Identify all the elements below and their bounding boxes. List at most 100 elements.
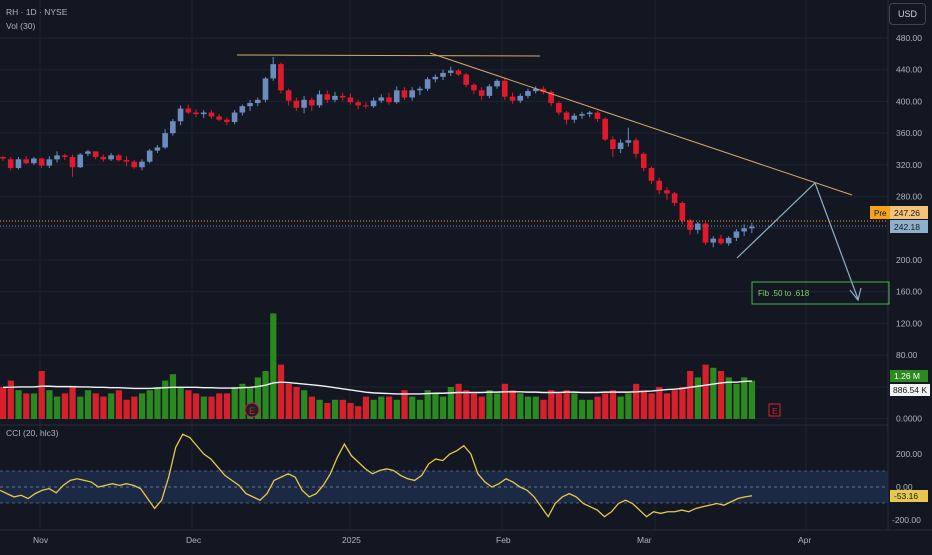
volume-bar	[532, 396, 539, 419]
volume-bar	[254, 377, 261, 419]
volume-bar	[563, 390, 570, 419]
volume-bar	[717, 371, 725, 419]
drawings-layer[interactable]: Fib .50 to .618	[236, 52, 890, 305]
candle-body	[494, 80, 500, 87]
candle-body	[100, 156, 107, 160]
volume-bar	[162, 380, 169, 419]
volume-bar	[316, 399, 323, 419]
candle-body	[123, 160, 130, 162]
volume-bar	[509, 390, 516, 419]
volume-bar	[84, 390, 92, 419]
candle-body	[671, 193, 678, 203]
volume-bar	[38, 371, 45, 419]
resistance-trendline[interactable]	[236, 54, 541, 57]
candle-body	[116, 155, 122, 161]
volume-bar	[710, 367, 717, 419]
fib-zone-box[interactable]	[751, 281, 890, 305]
cci-axis[interactable]: 200.00 0.00 -200.00	[892, 449, 922, 525]
price-tick-label: 280.00	[896, 192, 922, 202]
candle-body	[733, 231, 740, 238]
volume-bar	[386, 396, 393, 419]
volume-bar	[69, 387, 76, 419]
earnings-markers[interactable]: E E	[244, 402, 781, 418]
volume-bar	[555, 393, 563, 419]
candle-body	[378, 97, 385, 101]
candle-body	[46, 159, 53, 166]
volume-bar	[77, 396, 84, 419]
candle-body	[486, 86, 493, 96]
cci-tick-label: 0.00	[896, 482, 913, 492]
volume-bar	[640, 390, 647, 419]
cci-indicator-label[interactable]: CCI (20, hlc3)	[6, 428, 59, 438]
volume-bar	[663, 393, 671, 419]
candle-body	[702, 223, 709, 243]
projection-path[interactable]	[736, 181, 859, 300]
candle-body	[54, 155, 60, 160]
candle-body	[193, 112, 199, 115]
time-tick-label: Nov	[33, 535, 49, 545]
candle-body	[579, 114, 585, 116]
candle-body	[278, 64, 284, 91]
volume-bar	[440, 396, 447, 419]
volume-bar	[0, 387, 7, 419]
price-candles	[0, 57, 755, 248]
candle-body	[285, 90, 292, 101]
candle-body	[61, 155, 68, 157]
earnings-icon[interactable]	[244, 402, 260, 418]
volume-bar	[92, 393, 99, 419]
volume-bar	[200, 396, 207, 419]
volume-bar	[355, 406, 362, 419]
candle-body	[548, 91, 554, 104]
candle-body	[725, 237, 732, 244]
volume-bar	[733, 383, 740, 419]
time-tick-label: Dec	[186, 535, 202, 545]
volume-bar	[486, 390, 493, 419]
candle-body	[401, 90, 408, 98]
volume-bar	[617, 396, 624, 419]
cci-value-badge	[890, 490, 928, 502]
volume-bar	[648, 393, 655, 419]
last-price-value: 242.18	[894, 222, 920, 232]
candle-body	[247, 103, 253, 107]
volume-bar	[540, 399, 547, 419]
volume-bar	[146, 390, 153, 419]
volume-bar	[193, 393, 200, 419]
candle-body	[131, 161, 138, 168]
candle-body	[409, 90, 415, 98]
volume-indicator-label[interactable]: Vol (30)	[6, 21, 35, 31]
candle-body	[386, 97, 392, 103]
last-price-badge	[890, 220, 928, 233]
candle-body	[556, 103, 562, 113]
volume-ma-line	[3, 380, 752, 395]
candle-body	[540, 88, 547, 92]
volume-bar	[293, 387, 300, 419]
price-tick-label: 200.00	[896, 255, 922, 265]
candle-body	[509, 96, 516, 101]
volume-bar	[54, 396, 61, 419]
volume-bar	[633, 383, 640, 419]
price-tick-label: 440.00	[896, 65, 922, 75]
candle-body	[332, 95, 338, 100]
premarket-value: 247.26	[894, 208, 920, 218]
time-axis[interactable]: Nov Dec 2025 Feb Mar Apr	[33, 535, 811, 545]
upcoming-earnings-icon[interactable]	[768, 403, 781, 417]
volume-bar	[409, 396, 416, 419]
candle-body	[455, 70, 462, 75]
volume-bar	[138, 393, 146, 419]
time-tick-label: Apr	[798, 535, 811, 545]
candle-body	[424, 79, 431, 89]
symbol-title[interactable]: RH · 1D · NYSE	[6, 7, 68, 17]
volume-bar	[687, 371, 694, 419]
candle-body	[502, 80, 508, 97]
volume-bar	[524, 396, 532, 419]
volume-value: 1.26 M	[894, 371, 920, 381]
volume-bar	[331, 399, 339, 419]
candle-body	[417, 88, 423, 91]
descending-trendline[interactable]	[429, 52, 853, 196]
candle-body	[139, 161, 145, 168]
currency-button[interactable]: USD	[889, 3, 926, 25]
volume-bar	[470, 393, 478, 419]
volume-bar	[339, 399, 346, 419]
